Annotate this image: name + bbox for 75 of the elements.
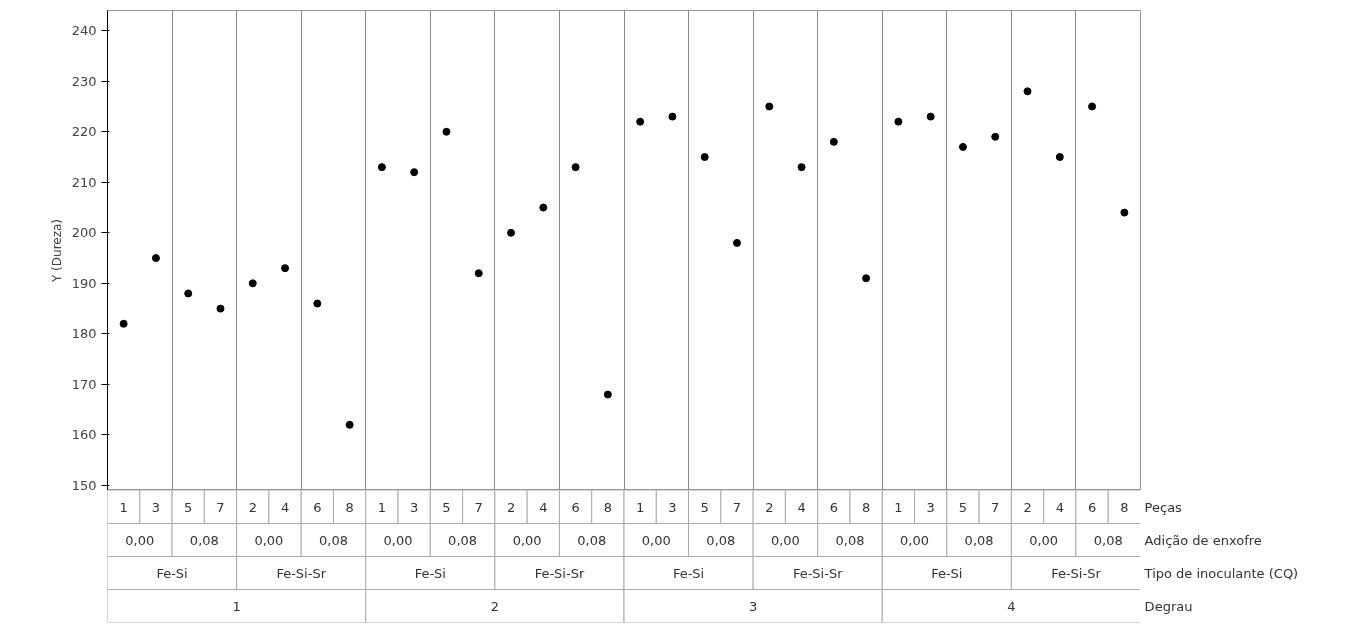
y-tick-label: 230: [71, 73, 97, 89]
x-tick-label: 7: [732, 499, 742, 515]
text: 4: [1007, 598, 1016, 614]
x-tick-label: 1: [377, 499, 387, 515]
x-tick-label: 6: [571, 499, 580, 515]
x-tick-label: 2: [248, 499, 257, 515]
text: Peças: [1144, 499, 1183, 515]
x-tick-label: 5: [184, 499, 193, 515]
text: Fe-Si-Sr: [1051, 565, 1102, 581]
text: 0,00: [900, 532, 930, 548]
text: 0,00: [125, 532, 155, 548]
text: Fe-Si-Sr: [276, 565, 327, 581]
y-tick-label: 210: [71, 174, 97, 190]
text: Adição de enxofre: [1144, 532, 1262, 548]
x-tick-label: 8: [861, 499, 871, 515]
text: Fe-Si-Sr: [792, 565, 844, 581]
x-tick-label: 6: [829, 499, 838, 515]
x-tick-label: 3: [410, 499, 419, 515]
text: 0,00: [383, 532, 413, 548]
x-tick-label: 7: [991, 499, 1000, 515]
text: Fe-Si: [156, 565, 188, 581]
x-tick-label: 4: [1055, 499, 1064, 515]
x-tick-label: 6: [313, 499, 322, 515]
x-tick-label: 8: [603, 499, 613, 515]
x-tick-label: 7: [474, 499, 483, 515]
y-tick-label: 160: [71, 427, 97, 443]
text: 0,08: [1093, 532, 1123, 548]
text: 3: [748, 598, 758, 614]
text: 0,00: [254, 532, 284, 548]
text: Tipo de inoculante (CQ): [1143, 565, 1299, 581]
y-tick-label: 150: [71, 477, 97, 493]
text: Fe-Si: [672, 565, 705, 581]
x-tick-label: 1: [119, 499, 128, 515]
text: Fe-Si: [931, 565, 963, 581]
text: 0,00: [512, 532, 542, 548]
x-tick-label: 3: [668, 499, 677, 515]
x-tick-label: 4: [539, 499, 548, 515]
x-tick-label: 2: [1023, 499, 1032, 515]
x-tick-label: 4: [797, 499, 806, 515]
text: 0,00: [641, 532, 671, 548]
y-axis-title: Y (Dureza): [49, 218, 64, 284]
x-tick-label: 2: [765, 499, 774, 515]
x-tick-label: 1: [894, 499, 903, 515]
text: Fe-Si-Sr: [534, 565, 585, 581]
y-tick-label: 240: [71, 23, 97, 39]
text: 0,08: [577, 532, 607, 548]
x-tick-label: 4: [280, 499, 290, 515]
text: 0,08: [448, 532, 478, 548]
x-tick-label: 5: [700, 499, 709, 515]
text: 0,08: [319, 532, 348, 548]
x-tick-label: 8: [345, 499, 354, 515]
y-tick-label: 170: [71, 376, 97, 392]
text: 0,00: [770, 532, 800, 548]
text: 0,00: [1029, 532, 1059, 548]
text: 0,08: [189, 532, 219, 548]
text: Degrau: [1144, 598, 1193, 614]
y-tick-label: 180: [71, 326, 97, 342]
x-tick-label: 8: [1120, 499, 1129, 515]
x-tick-label: 3: [926, 499, 935, 515]
x-tick-label: 7: [216, 499, 225, 515]
text: Fe-Si: [414, 565, 446, 581]
x-tick-label: 6: [1087, 499, 1097, 515]
x-tick-label: 1: [636, 499, 645, 515]
x-tick-label: 3: [151, 499, 161, 515]
text: 2: [490, 598, 500, 614]
text: 0,08: [706, 532, 736, 548]
x-tick-label: 2: [506, 499, 516, 515]
y-tick-label: 220: [71, 124, 97, 140]
text: 0,08: [835, 532, 865, 548]
x-tick-label: 5: [958, 499, 968, 515]
y-tick-label: 200: [71, 225, 97, 241]
y-tick-label: 190: [71, 275, 97, 291]
text: 1: [232, 598, 241, 614]
x-tick-label: 5: [442, 499, 451, 515]
text: 0,08: [964, 532, 994, 548]
